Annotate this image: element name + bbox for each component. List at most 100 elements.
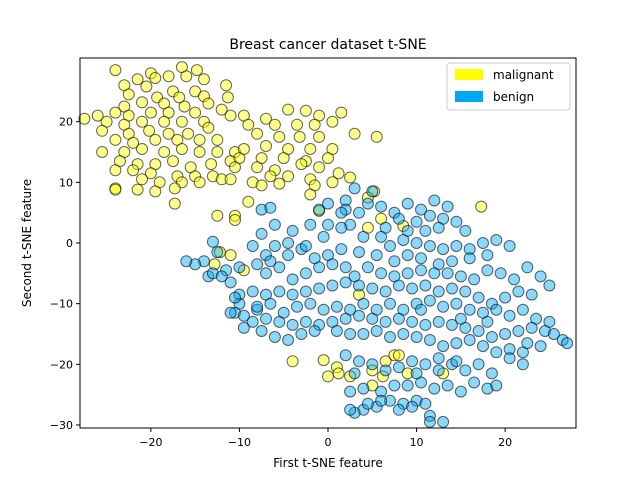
data-point-malignant-6	[162, 70, 175, 83]
data-point-malignant-100	[304, 143, 317, 155]
data-point-malignant-97	[313, 130, 326, 143]
data-point-benign-54	[304, 218, 317, 231]
data-point-benign-51	[255, 227, 268, 240]
data-point-malignant-154	[332, 367, 345, 380]
data-point-benign-214	[410, 394, 423, 407]
data-point-benign-11	[392, 212, 405, 225]
data-point-benign-68	[233, 261, 246, 274]
data-point-benign-38	[415, 252, 427, 265]
data-point-malignant-120	[344, 171, 357, 184]
data-point-malignant-143	[317, 354, 330, 367]
data-point-malignant-29	[189, 106, 202, 119]
data-point-benign-31	[477, 237, 489, 249]
data-point-malignant-135	[224, 249, 237, 262]
data-point-benign-150	[446, 318, 458, 331]
data-point-malignant-19	[221, 91, 234, 104]
data-point-benign-13	[423, 209, 436, 222]
data-point-benign-130	[410, 297, 423, 310]
data-point-benign-74	[313, 261, 326, 274]
data-point-malignant-68	[144, 167, 157, 180]
data-point-benign-109	[313, 282, 326, 295]
data-point-malignant-13	[220, 79, 233, 92]
data-point-benign-101	[419, 279, 432, 292]
data-point-benign-168	[268, 331, 281, 343]
data-point-malignant-7	[180, 70, 193, 83]
data-point-benign-212	[384, 394, 396, 407]
data-point-benign-230	[229, 291, 241, 304]
data-point-malignant-31	[78, 112, 91, 125]
data-point-benign-105	[366, 282, 379, 295]
data-point-malignant-62	[167, 155, 179, 168]
data-point-benign-97	[472, 291, 485, 304]
data-point-malignant-147	[366, 364, 379, 377]
data-point-malignant-51	[96, 146, 109, 158]
data-point-benign-138	[516, 303, 529, 316]
data-point-malignant-155	[392, 349, 405, 362]
data-point-malignant-123	[348, 127, 361, 140]
data-point-benign-182	[463, 334, 476, 346]
data-point-benign-69	[251, 258, 264, 271]
data-point-benign-92	[543, 279, 556, 292]
data-point-malignant-82	[109, 183, 122, 196]
data-point-benign-183	[477, 340, 489, 353]
data-point-malignant-87	[299, 104, 312, 117]
data-point-benign-199	[348, 367, 361, 380]
data-point-benign-76	[339, 261, 352, 274]
data-point-malignant-54	[158, 146, 171, 158]
data-point-benign-93	[525, 288, 538, 301]
data-point-benign-227	[211, 246, 224, 259]
data-point-benign-175	[370, 325, 383, 337]
data-point-benign-201	[344, 385, 357, 398]
data-point-malignant-86	[282, 103, 295, 116]
data-point-benign-8	[415, 203, 427, 216]
data-point-benign-106	[353, 279, 365, 292]
data-point-benign-188	[485, 367, 498, 380]
x-tick-label-0: −20	[139, 436, 162, 449]
data-point-malignant-90	[268, 118, 281, 131]
data-point-benign-107	[339, 276, 352, 289]
data-point-malignant-16	[173, 91, 186, 104]
data-point-malignant-107	[322, 152, 334, 165]
data-point-benign-241	[503, 352, 516, 365]
data-point-benign-221	[437, 415, 450, 428]
data-point-malignant-111	[295, 158, 308, 171]
data-point-benign-166	[237, 321, 250, 334]
data-point-benign-90	[521, 261, 534, 274]
data-point-benign-3	[339, 194, 352, 207]
data-point-benign-148	[472, 325, 485, 337]
data-point-benign-94	[512, 285, 525, 298]
data-point-malignant-4	[131, 73, 144, 86]
data-point-benign-29	[450, 240, 463, 252]
data-point-malignant-79	[149, 185, 162, 198]
data-point-benign-208	[454, 385, 467, 398]
data-point-benign-163	[273, 315, 286, 328]
data-point-malignant-95	[273, 130, 286, 143]
data-point-benign-193	[406, 355, 419, 368]
data-point-malignant-47	[149, 133, 162, 146]
data-point-malignant-122	[273, 177, 286, 190]
data-point-benign-152	[419, 318, 432, 331]
data-point-benign-128	[384, 297, 396, 310]
data-point-malignant-14	[122, 88, 135, 101]
data-point-benign-165	[246, 315, 259, 328]
data-point-benign-70	[260, 267, 272, 280]
data-point-malignant-148	[379, 355, 392, 368]
data-point-benign-47	[282, 249, 295, 262]
data-point-malignant-89	[335, 106, 348, 119]
data-point-malignant-116	[264, 170, 277, 183]
data-point-benign-108	[326, 279, 339, 292]
data-point-malignant-37	[198, 115, 210, 128]
data-point-benign-211	[490, 379, 503, 392]
y-tick-label-4: 10	[59, 176, 73, 189]
data-point-benign-122	[304, 297, 317, 310]
data-point-benign-202	[375, 385, 388, 398]
data-point-malignant-115	[246, 176, 259, 189]
data-point-benign-213	[397, 397, 410, 410]
data-point-benign-7	[401, 197, 414, 210]
data-point-malignant-133	[229, 214, 241, 226]
data-point-benign-86	[468, 273, 481, 286]
data-point-malignant-44	[202, 121, 215, 134]
x-axis-label: First t-SNE feature	[273, 456, 382, 470]
data-point-benign-132	[437, 300, 450, 313]
legend-swatch-benign	[455, 91, 483, 102]
